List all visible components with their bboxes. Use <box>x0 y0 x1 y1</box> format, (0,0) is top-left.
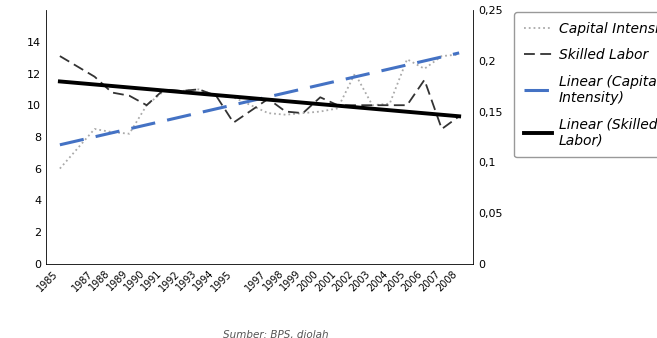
Line: Capital Intensity: Capital Intensity <box>60 54 459 169</box>
Capital Intensity <box>229 95 237 99</box>
Skilled Labor <box>264 97 272 101</box>
Capital Intensity <box>143 103 150 107</box>
Capital Intensity <box>108 130 116 134</box>
Skilled Labor <box>299 111 307 115</box>
Capital Intensity <box>316 110 324 114</box>
Skilled Labor <box>369 103 376 107</box>
Skilled Labor <box>143 103 150 107</box>
Capital Intensity <box>299 111 307 115</box>
Capital Intensity <box>369 103 376 107</box>
Capital Intensity <box>125 132 133 136</box>
Skilled Labor <box>56 54 64 58</box>
Capital Intensity <box>351 72 359 76</box>
Skilled Labor <box>177 89 185 93</box>
Capital Intensity <box>212 94 220 98</box>
Capital Intensity <box>160 89 168 93</box>
Skilled Labor <box>91 75 99 79</box>
Skilled Labor <box>420 78 428 82</box>
Capital Intensity <box>264 111 272 115</box>
Capital Intensity <box>420 67 428 71</box>
Skilled Labor <box>351 103 359 107</box>
Skilled Labor <box>403 103 411 107</box>
Skilled Labor <box>334 103 342 107</box>
Capital Intensity <box>177 89 185 93</box>
Capital Intensity <box>195 87 203 91</box>
Skilled Labor <box>282 110 290 114</box>
Skilled Labor <box>316 95 324 99</box>
Skilled Labor <box>229 121 237 125</box>
Capital Intensity <box>438 54 445 58</box>
Skilled Labor <box>212 94 220 98</box>
Capital Intensity <box>56 167 64 171</box>
Text: Sumber: BPS, diolah: Sumber: BPS, diolah <box>223 330 328 338</box>
Skilled Labor <box>386 103 394 107</box>
Capital Intensity <box>455 52 463 56</box>
Skilled Labor <box>438 127 445 131</box>
Skilled Labor <box>195 87 203 91</box>
Legend: Capital Intensity, Skilled Labor, Linear (Capital
Intensity), Linear (Skilled
La: Capital Intensity, Skilled Labor, Linear… <box>514 12 657 158</box>
Capital Intensity <box>334 106 342 111</box>
Skilled Labor <box>455 114 463 118</box>
Capital Intensity <box>403 57 411 61</box>
Capital Intensity <box>282 113 290 117</box>
Line: Skilled Labor: Skilled Labor <box>60 56 459 129</box>
Capital Intensity <box>91 127 99 131</box>
Skilled Labor <box>125 94 133 98</box>
Capital Intensity <box>386 102 394 106</box>
Skilled Labor <box>160 87 168 91</box>
Skilled Labor <box>108 91 116 95</box>
